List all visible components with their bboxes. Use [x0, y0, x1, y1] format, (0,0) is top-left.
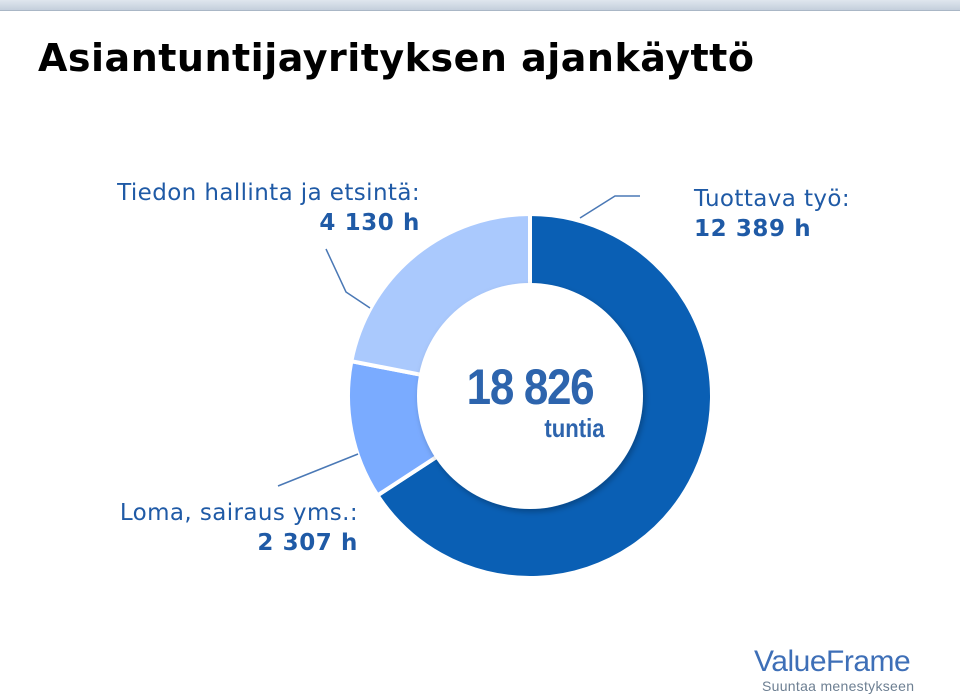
leader-line-loma	[277, 453, 359, 487]
total-unit: tuntia	[544, 413, 605, 443]
slice-label-loma: Loma, sairaus yms.:	[119, 500, 358, 526]
label-loma-sairaus: Loma, sairaus yms.: 2 307 h	[78, 498, 358, 558]
leader-line-tuottava	[579, 195, 640, 219]
slide-title: Asiantuntijayrityksen ajankäyttö	[38, 36, 755, 80]
logo-tagline: Suuntaa menestykseen	[762, 678, 915, 694]
slice-value-tiedon: 4 130 h	[319, 210, 420, 236]
slice-value-loma: 2 307 h	[257, 530, 358, 556]
slice-label-tiedon: Tiedon hallinta ja etsintä:	[117, 180, 420, 206]
top-bar	[0, 0, 960, 11]
label-tiedon-hallinta: Tiedon hallinta ja etsintä: 4 130 h	[76, 178, 420, 238]
slice-label-tuottava: Tuottava työ:	[694, 186, 851, 212]
label-tuottava-tyo: Tuottava työ: 12 389 h	[694, 184, 850, 244]
leader-line-tiedon	[325, 248, 371, 309]
valueframe-logo: ValueFrame Suuntaa menestykseen	[754, 646, 914, 694]
slice-value-tuottava: 12 389 h	[694, 216, 812, 242]
donut-hole	[417, 283, 643, 509]
logo-brand: ValueFrame	[754, 645, 911, 678]
center-total: 18 826 tuntia	[430, 360, 630, 442]
total-hours: 18 826	[466, 359, 595, 415]
